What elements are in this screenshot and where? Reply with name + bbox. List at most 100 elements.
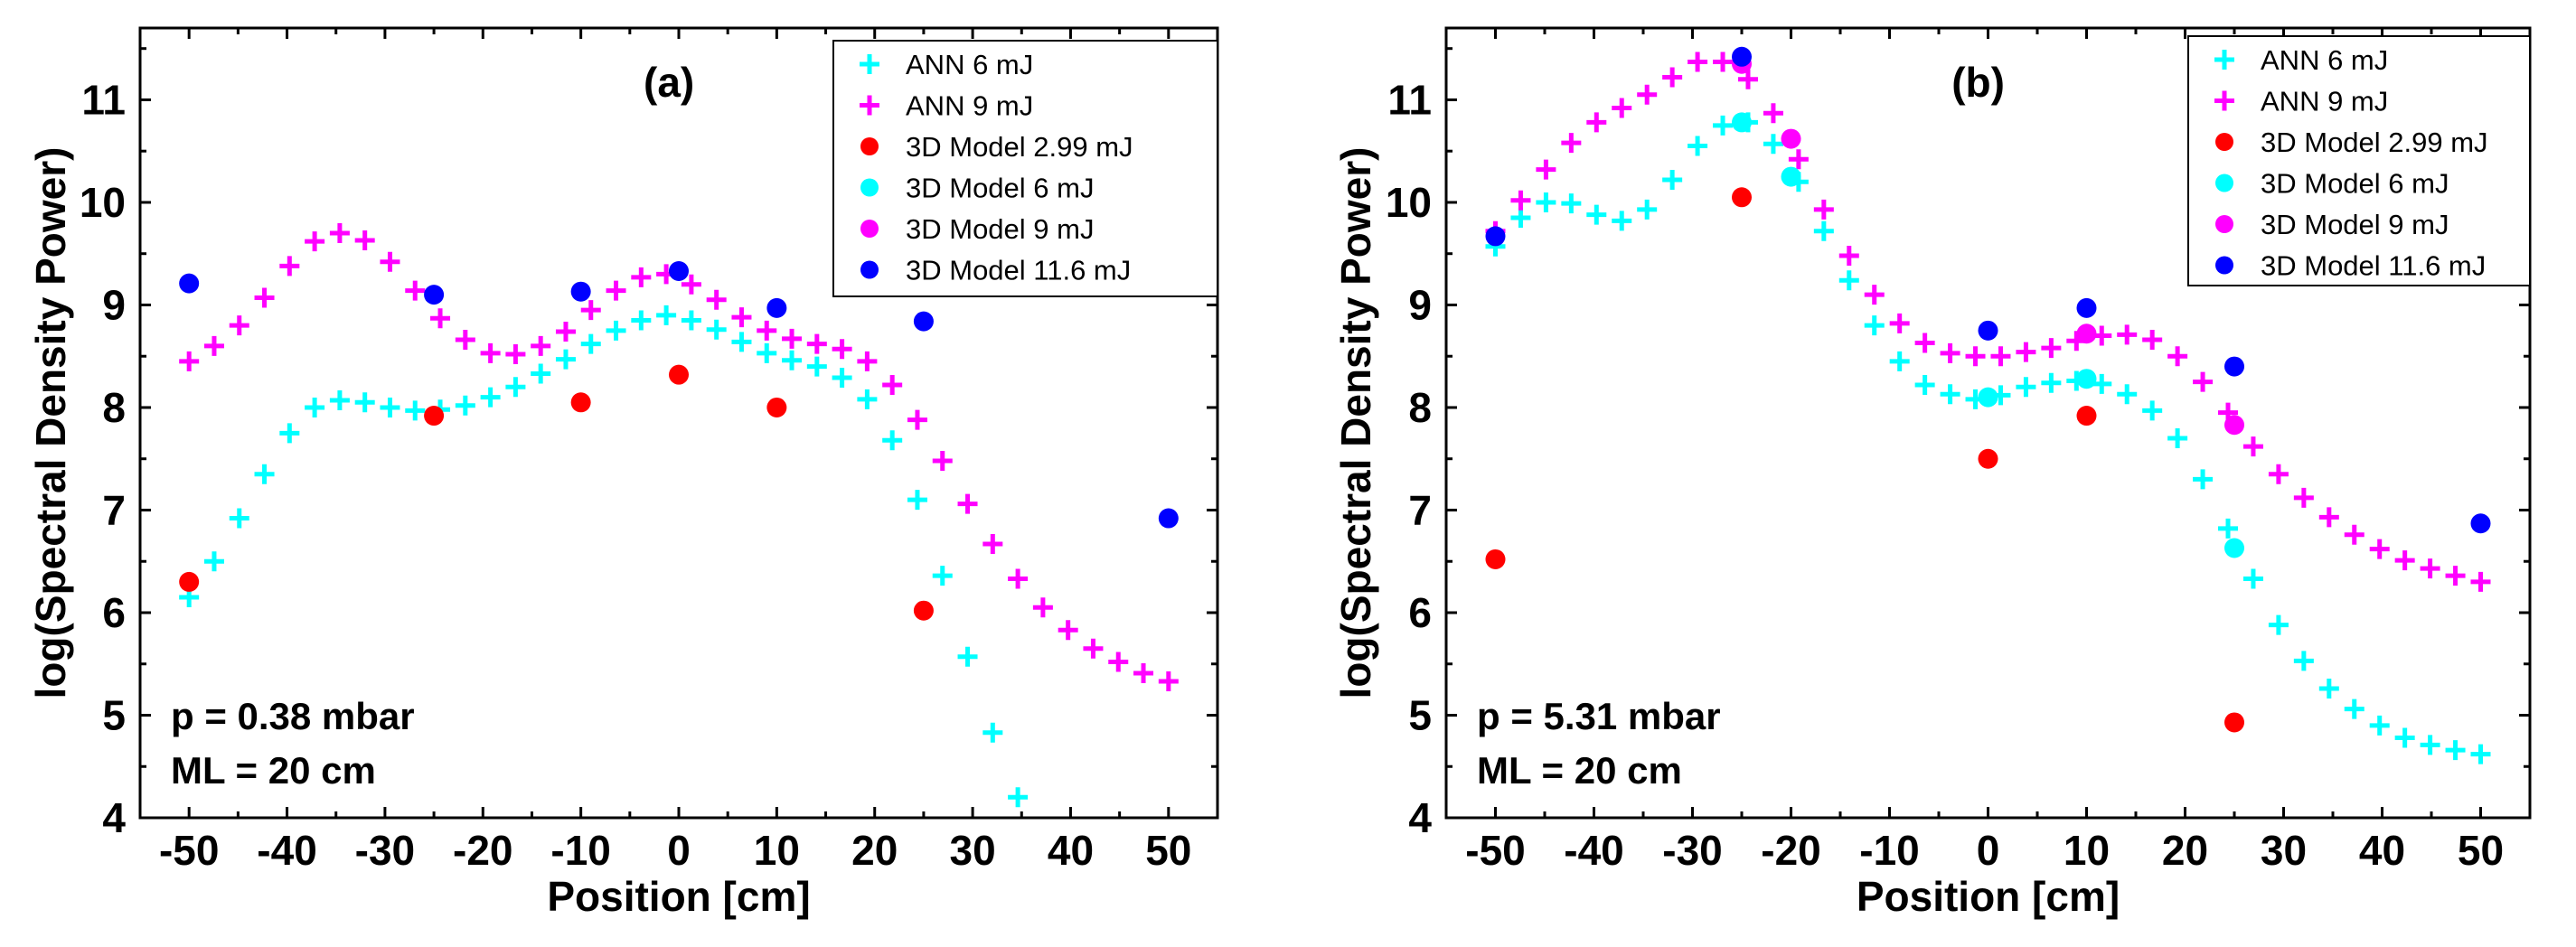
data-point-plus bbox=[305, 397, 325, 417]
data-point-plus bbox=[1864, 315, 1885, 336]
x-axis-label: Position [cm] bbox=[547, 873, 810, 920]
y-tick-label: 5 bbox=[1408, 691, 1432, 738]
data-point-plus bbox=[606, 280, 626, 301]
y-tick-label: 10 bbox=[80, 179, 126, 226]
data-point-plus bbox=[706, 319, 727, 340]
legend: ANN 6 mJ ANN 9 mJ 3D Model 2.99 mJ 3D Model… bbox=[832, 40, 1218, 297]
data-point-plus bbox=[2016, 342, 2036, 362]
data-point-plus bbox=[2142, 400, 2163, 421]
x-tick-label: 50 bbox=[2458, 827, 2504, 874]
series-ann-9-mj bbox=[1485, 52, 2491, 592]
legend-label: ANN 9 mJ bbox=[906, 90, 1033, 122]
legend-circle-icon bbox=[860, 178, 879, 197]
data-point-circle bbox=[1781, 128, 1801, 149]
x-tick-label: -10 bbox=[550, 827, 610, 874]
y-tick-label: 7 bbox=[102, 486, 126, 533]
data-point-plus bbox=[1914, 375, 1935, 396]
data-point-plus bbox=[279, 423, 300, 444]
legend-box bbox=[832, 40, 1218, 297]
data-point-plus bbox=[505, 343, 526, 364]
data-point-plus bbox=[1965, 346, 1986, 367]
series-3d-model-9-mj bbox=[1732, 53, 2244, 436]
data-point-plus bbox=[1561, 193, 1582, 214]
legend-circle-icon bbox=[860, 260, 879, 279]
legend-label: 3D Model 6 mJ bbox=[2261, 168, 2449, 200]
data-point-circle bbox=[2076, 323, 2097, 344]
data-point-plus bbox=[1688, 136, 1708, 156]
data-point-plus bbox=[531, 363, 551, 384]
data-point-plus bbox=[2218, 518, 2239, 539]
data-point-circle bbox=[913, 311, 934, 332]
legend-plus-icon bbox=[2214, 90, 2234, 111]
data-point-plus bbox=[1536, 159, 1556, 180]
data-point-circle bbox=[2224, 538, 2244, 558]
data-point-plus bbox=[555, 321, 576, 342]
data-point-circle bbox=[424, 285, 445, 305]
data-point-plus bbox=[405, 280, 426, 301]
series-ann-6-mj bbox=[1485, 112, 2491, 764]
data-point-plus bbox=[2193, 371, 2214, 392]
data-point-plus bbox=[329, 390, 350, 411]
legend-plus-icon bbox=[2214, 50, 2234, 70]
data-point-plus bbox=[932, 450, 953, 471]
data-point-plus bbox=[2445, 566, 2466, 586]
legend-label: 3D Model 6 mJ bbox=[906, 173, 1094, 204]
data-point-plus bbox=[1662, 67, 1683, 88]
x-tick-label: 30 bbox=[2261, 827, 2307, 874]
data-point-plus bbox=[254, 287, 275, 308]
data-point-plus bbox=[706, 289, 727, 310]
data-point-plus bbox=[731, 332, 752, 352]
data-point-plus bbox=[1813, 220, 1834, 241]
y-tick-label: 4 bbox=[102, 794, 126, 841]
x-tick-label: 40 bbox=[2359, 827, 2405, 874]
data-point-plus bbox=[203, 551, 224, 572]
data-point-circle bbox=[669, 261, 689, 282]
data-point-plus bbox=[1510, 190, 1531, 211]
data-point-circle bbox=[2470, 513, 2491, 534]
x-tick-label: 0 bbox=[1977, 827, 2000, 874]
panel-label: (b) bbox=[1951, 59, 2005, 106]
data-point-plus bbox=[757, 320, 777, 341]
ml-annotation: ML = 20 cm bbox=[1477, 749, 1682, 792]
data-point-plus bbox=[354, 392, 375, 413]
data-point-plus bbox=[1914, 333, 1935, 353]
legend: ANN 6 mJ ANN 9 mJ 3D Model 2.99 mJ 3D Model… bbox=[2187, 35, 2531, 286]
data-point-plus bbox=[2394, 550, 2415, 571]
data-point-plus bbox=[2318, 678, 2339, 699]
data-point-plus bbox=[1688, 52, 1708, 72]
y-tick-label: 6 bbox=[1408, 589, 1432, 636]
data-point-plus bbox=[1158, 671, 1179, 692]
data-point-plus bbox=[2268, 464, 2289, 484]
data-point-circle bbox=[2224, 356, 2244, 377]
data-point-plus bbox=[1108, 652, 1129, 672]
data-point-plus bbox=[505, 377, 526, 398]
data-point-plus bbox=[2041, 338, 2062, 359]
legend-label: 3D Model 11.6 mJ bbox=[906, 255, 1131, 286]
data-point-plus bbox=[229, 508, 249, 529]
x-tick-label: -30 bbox=[355, 827, 415, 874]
data-point-circle bbox=[2076, 406, 2097, 427]
data-point-circle bbox=[913, 600, 934, 621]
y-tick-label: 10 bbox=[1386, 179, 1432, 226]
data-point-circle bbox=[766, 297, 787, 318]
data-point-plus bbox=[1940, 342, 1960, 363]
data-point-plus bbox=[2193, 469, 2214, 490]
data-point-plus bbox=[455, 395, 475, 416]
pressure-annotation: p = 0.38 mbar bbox=[171, 695, 415, 737]
legend-label: 3D Model 11.6 mJ bbox=[2261, 250, 2486, 282]
data-point-circle bbox=[570, 281, 591, 302]
data-point-plus bbox=[2167, 428, 2188, 449]
data-point-plus bbox=[1813, 199, 1834, 220]
data-point-plus bbox=[957, 493, 978, 514]
data-point-plus bbox=[2117, 384, 2138, 405]
data-point-circle bbox=[179, 571, 200, 592]
legend-box bbox=[2187, 35, 2531, 286]
x-tick-label: -20 bbox=[453, 827, 512, 874]
data-point-plus bbox=[1612, 98, 1632, 118]
data-point-circle bbox=[1978, 320, 1998, 341]
data-point-circle bbox=[766, 397, 787, 417]
data-point-plus bbox=[857, 351, 878, 371]
data-point-plus bbox=[430, 308, 451, 329]
legend-label: 3D Model 9 mJ bbox=[906, 213, 1094, 245]
data-point-plus bbox=[203, 335, 224, 356]
